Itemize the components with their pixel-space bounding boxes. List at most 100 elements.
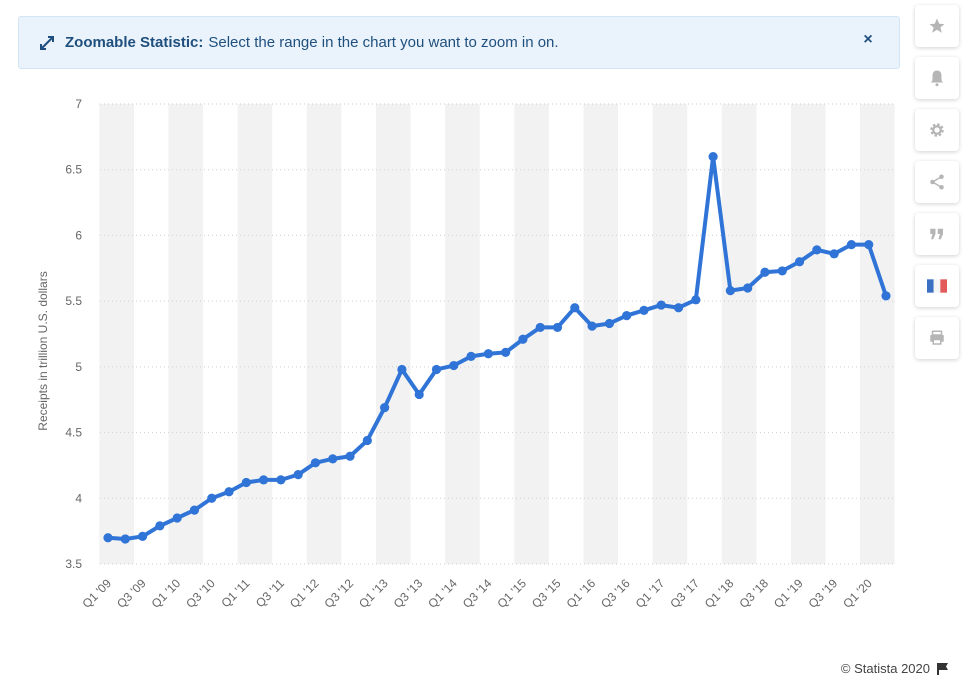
zoom-banner: Zoomable Statistic: Select the range in … bbox=[18, 16, 900, 69]
y-tick-label: 5.5 bbox=[65, 294, 82, 308]
data-point bbox=[725, 286, 736, 296]
data-point bbox=[431, 364, 442, 375]
share-button[interactable] bbox=[915, 161, 959, 203]
close-icon[interactable]: × bbox=[863, 31, 873, 48]
data-point bbox=[155, 521, 165, 531]
y-tick-label: 4.5 bbox=[65, 426, 82, 440]
gear-icon bbox=[930, 123, 944, 137]
x-tick-label: Q1 '16 bbox=[564, 576, 599, 611]
data-point bbox=[207, 493, 217, 503]
y-axis-ticks: 3.5 4 4.5 5 5.5 6 6.5 7 bbox=[65, 97, 82, 571]
data-point bbox=[345, 451, 355, 461]
data-point bbox=[864, 240, 874, 250]
data-point bbox=[622, 311, 632, 321]
plot-band bbox=[375, 104, 411, 564]
y-tick-label: 6.5 bbox=[65, 163, 82, 177]
x-tick-label: Q3 '13 bbox=[391, 576, 426, 611]
data-point bbox=[760, 267, 770, 277]
data-point bbox=[103, 533, 113, 543]
share-icon bbox=[930, 174, 944, 190]
x-tick-label: Q1 '15 bbox=[494, 576, 529, 611]
banner-title: Zoomable Statistic: bbox=[65, 34, 204, 51]
data-point bbox=[241, 477, 251, 488]
data-point bbox=[812, 245, 822, 255]
plot-band bbox=[860, 104, 895, 564]
x-tick-label: Q3 '18 bbox=[736, 576, 771, 611]
data-point bbox=[535, 322, 545, 333]
data-point bbox=[829, 249, 839, 259]
expand-icon bbox=[37, 33, 57, 53]
gridlines bbox=[100, 103, 893, 565]
credit-text: © Statista 2020 bbox=[840, 661, 930, 676]
x-tick-label: Q3 '14 bbox=[460, 576, 495, 611]
data-point bbox=[189, 505, 200, 515]
data-point bbox=[328, 454, 338, 464]
y-axis-label: Receipts in trillion U.S. dollars bbox=[36, 271, 50, 430]
x-tick-label: Q1 '17 bbox=[633, 576, 668, 611]
data-point bbox=[466, 351, 476, 361]
data-point bbox=[397, 364, 407, 375]
data-point bbox=[587, 321, 597, 331]
line-chart[interactable]: 3.544.555.566.57 Q1 '09 Q3 '09 Q1 '10 Q3 '1… bbox=[0, 88, 910, 648]
x-tick-label: Q1 '20 bbox=[840, 576, 875, 611]
data-point bbox=[708, 151, 718, 162]
print-button[interactable] bbox=[915, 317, 959, 359]
data-point bbox=[310, 458, 321, 468]
data-point bbox=[673, 303, 684, 313]
data-point bbox=[794, 257, 805, 267]
data-point bbox=[656, 300, 666, 310]
x-tick-label: Q3 '17 bbox=[667, 576, 702, 611]
data-point bbox=[414, 389, 424, 400]
data-point bbox=[639, 305, 649, 315]
data-point bbox=[483, 349, 493, 359]
notification-button[interactable] bbox=[915, 57, 959, 99]
banner-message: Select the range in the chart you want t… bbox=[208, 34, 559, 51]
data-point bbox=[293, 470, 303, 480]
language-button[interactable] bbox=[915, 265, 959, 307]
data-point bbox=[777, 266, 787, 276]
data-point bbox=[570, 303, 580, 313]
x-tick-label: Q1 '14 bbox=[425, 576, 460, 611]
data-point bbox=[172, 513, 182, 523]
x-tick-label: Q1 '12 bbox=[287, 576, 322, 611]
plot-band bbox=[168, 104, 204, 564]
x-tick-label: Q1 '13 bbox=[356, 576, 391, 611]
data-point bbox=[137, 531, 148, 541]
x-tick-label: Q1 '09 bbox=[79, 576, 114, 611]
x-tick-label: Q1 '11 bbox=[218, 576, 252, 610]
x-tick-label: Q1 '18 bbox=[702, 576, 737, 611]
data-point bbox=[259, 475, 269, 485]
data-point bbox=[518, 334, 528, 344]
y-tick-label: 5 bbox=[75, 360, 82, 374]
plot-band bbox=[306, 104, 342, 564]
data-point bbox=[276, 475, 286, 485]
data-point bbox=[501, 347, 511, 357]
series-line-group bbox=[103, 151, 891, 544]
star-icon bbox=[929, 18, 945, 33]
data-point bbox=[552, 322, 563, 333]
y-tick-label: 6 bbox=[75, 228, 82, 242]
bell-icon bbox=[931, 70, 943, 87]
x-tick-label: Q3 '10 bbox=[183, 576, 218, 611]
data-point bbox=[362, 435, 372, 446]
plot-band bbox=[790, 104, 826, 564]
side-toolbar bbox=[915, 5, 959, 369]
print-icon bbox=[930, 330, 944, 345]
plot-band bbox=[652, 104, 688, 564]
favorite-button[interactable] bbox=[915, 5, 959, 47]
settings-button[interactable] bbox=[915, 109, 959, 151]
series-line bbox=[106, 154, 888, 542]
data-point bbox=[846, 240, 857, 250]
x-tick-label: Q1 '19 bbox=[771, 576, 806, 611]
data-point bbox=[743, 283, 753, 293]
quote-icon bbox=[930, 228, 943, 240]
y-tick-label: 3.5 bbox=[65, 557, 82, 571]
flag-fr-icon bbox=[927, 279, 947, 293]
data-point bbox=[380, 403, 390, 413]
plot-band bbox=[237, 104, 273, 564]
cite-button[interactable] bbox=[915, 213, 959, 255]
data-point bbox=[691, 295, 701, 305]
plot-band bbox=[721, 104, 757, 564]
statista-credit[interactable]: © Statista 2020 bbox=[841, 661, 950, 676]
data-point bbox=[120, 534, 130, 544]
